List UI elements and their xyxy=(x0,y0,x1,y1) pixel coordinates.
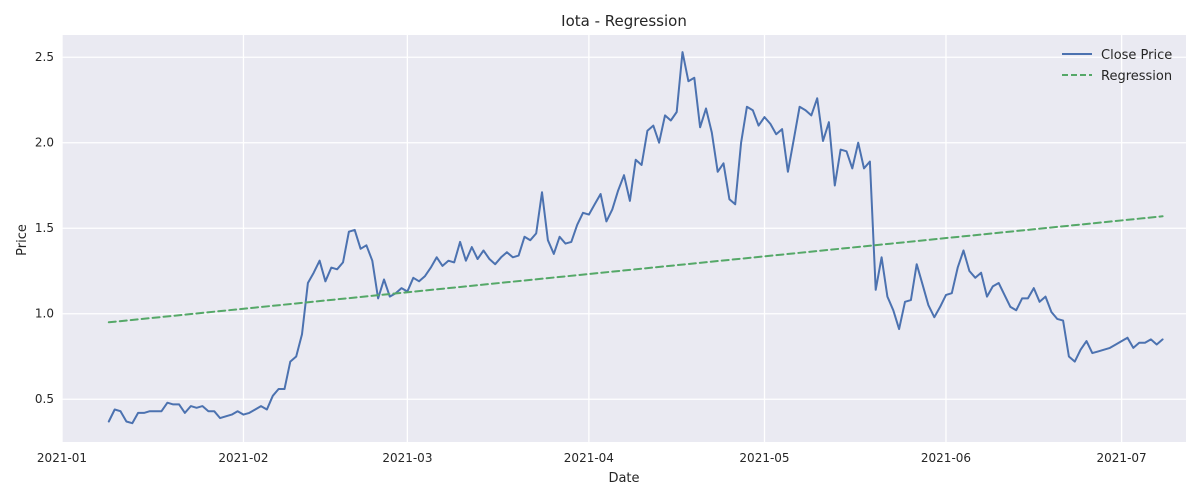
legend: Close Price Regression xyxy=(1062,48,1172,84)
y-tick-label: 2.5 xyxy=(35,50,54,64)
y-tick-label: 1.0 xyxy=(35,307,54,321)
legend-label-regression: Regression xyxy=(1101,69,1172,84)
y-tick-label: 0.5 xyxy=(35,392,54,406)
series-line-close-price xyxy=(107,51,1164,425)
x-tick-label: 2021-04 xyxy=(564,451,614,465)
x-tick-label: 2021-05 xyxy=(739,451,789,465)
x-tick-label: 2021-02 xyxy=(218,451,268,465)
series-layer xyxy=(107,51,1164,425)
legend-label-close-price: Close Price xyxy=(1101,48,1172,63)
series-line-regression xyxy=(107,215,1164,324)
x-tick-label: 2021-07 xyxy=(1097,451,1147,465)
plot-area xyxy=(62,35,1186,442)
x-tick-label: 2021-06 xyxy=(921,451,971,465)
x-tick-label: 2021-01 xyxy=(37,451,87,465)
y-tick-label: 2.0 xyxy=(35,136,54,150)
y-axis-title: Price xyxy=(15,224,30,256)
y-tick-labels: 0.5 1.0 1.5 2.0 2.5 xyxy=(35,50,54,406)
x-tick-labels: 2021-01 2021-02 2021-03 2021-04 2021-05 2021-… xyxy=(37,451,1147,465)
x-axis-title: Date xyxy=(608,471,639,486)
y-tick-label: 1.5 xyxy=(35,221,54,235)
chart-title: Iota - Regression xyxy=(561,12,687,30)
x-tick-label: 2021-03 xyxy=(382,451,432,465)
